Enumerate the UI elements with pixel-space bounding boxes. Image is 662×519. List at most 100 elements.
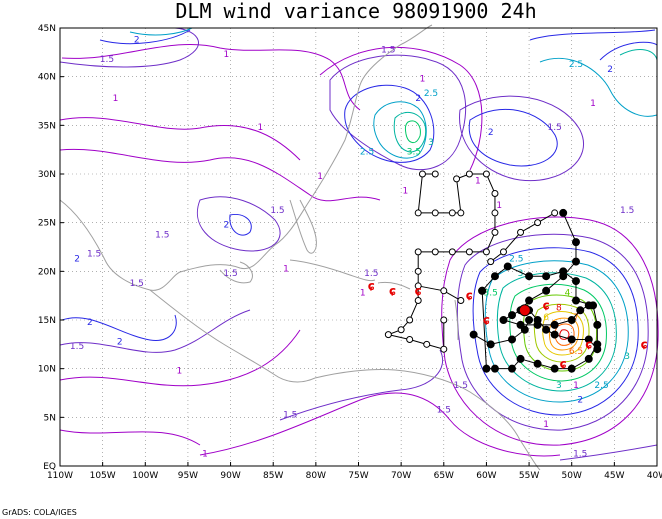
contour-line (99, 29, 191, 45)
contour-line (404, 120, 421, 143)
contour-line (129, 27, 193, 36)
contour-label: 2.5 (424, 89, 438, 99)
contour-label: 1.5 (573, 449, 587, 459)
contour-line (496, 272, 617, 392)
contour-label: 8 (556, 303, 562, 313)
track-point-open (491, 209, 499, 217)
contour-label: 2 (415, 94, 421, 104)
contour-line (373, 101, 427, 159)
contour-line (459, 95, 584, 182)
contour-line (319, 46, 483, 171)
contour-label: 2 (577, 396, 583, 406)
contour-line (279, 349, 443, 421)
contour-label: 1 (223, 50, 229, 60)
track-point-open (440, 345, 448, 353)
contour-label: 1.5 (454, 381, 468, 391)
forecast-tracks (384, 170, 602, 373)
contour-label: 3 (518, 269, 524, 279)
contour-label: 3.5 (407, 148, 421, 158)
contour-line (199, 392, 561, 457)
track-point-filled (533, 359, 542, 368)
track-point-open (431, 248, 439, 256)
contour-line (457, 233, 649, 431)
track-point-filled (508, 364, 517, 373)
tick-label-x: 85W (263, 471, 283, 481)
contour-label: 1.5 (87, 250, 101, 260)
track-point-filled (576, 306, 585, 315)
hurricane-symbol-icon: ɕ (641, 337, 648, 351)
contour-line (329, 54, 466, 171)
contour-line (484, 260, 629, 403)
track-point-filled (486, 340, 495, 349)
tick-label-x: 50W (562, 471, 582, 481)
hurricane-symbol-icon: ɕ (543, 298, 550, 312)
tick-label-x: 70W (391, 471, 411, 481)
contour-label: 3 (556, 381, 562, 391)
contour-line (529, 29, 656, 41)
track-point-open (499, 248, 507, 256)
contour-label: 1 (573, 381, 579, 391)
track-point-filled (508, 311, 517, 320)
hurricane-symbol-icon: ɕ (368, 279, 375, 293)
contour-label: 2.5 (594, 381, 608, 391)
contour-label: 1 (475, 177, 481, 187)
contour-label: 4 (565, 289, 571, 299)
contour-label: 1 (590, 99, 596, 109)
contour-label: 1 (403, 186, 409, 196)
track-point-open (465, 170, 473, 178)
track-point-filled (593, 320, 602, 329)
track-point-open (482, 248, 490, 256)
coastline-hispaniola (377, 282, 411, 290)
track-point-filled (525, 296, 534, 305)
track-point-filled (571, 296, 580, 305)
contour-label: 2.5 (569, 60, 583, 70)
contour-label: 1 (317, 172, 323, 182)
track-point-open (487, 258, 495, 266)
hurricane-symbol-icon: ɕ (389, 284, 396, 298)
coastline-north-america (59, 24, 433, 291)
track-point-open (491, 228, 499, 236)
track-point-open (406, 316, 414, 324)
hurricane-symbol-icon: ɕ (585, 337, 592, 351)
track-point-filled (516, 320, 525, 329)
track-point-filled (550, 330, 559, 339)
track-point-filled (559, 272, 568, 281)
tick-label-y: 30N (38, 170, 56, 180)
track-point-open (384, 331, 392, 339)
contour-label: 3 (624, 352, 630, 362)
tick-label-x: 90W (220, 471, 240, 481)
track-point-filled (469, 330, 478, 339)
coastline-florida (289, 199, 317, 254)
contour-label: 1.5 (70, 342, 84, 352)
contour-label: 1.5 (223, 269, 237, 279)
contour-label: 1 (420, 75, 426, 85)
tick-label-x: 110W (47, 471, 73, 481)
tick-label-x: 65W (434, 471, 454, 481)
tick-label-y: 25N (38, 219, 56, 229)
track-point-open (491, 189, 499, 197)
contour-label: 1 (202, 449, 208, 459)
track-point-filled (571, 238, 580, 247)
contour-label: 1 (258, 123, 264, 133)
contour-line (196, 196, 281, 252)
track-point-open (440, 316, 448, 324)
contour-line (344, 84, 435, 163)
track-point-open (431, 209, 439, 217)
contour-label: 7 (573, 313, 579, 323)
coastline-central-america (149, 289, 316, 383)
track-point-open (431, 170, 439, 178)
contour-line (59, 309, 251, 353)
tick-label-x: 40W (647, 471, 662, 481)
track-point-filled (533, 316, 542, 324)
contour-label: 1.5 (270, 206, 284, 216)
contour-label: 2.5 (360, 148, 374, 158)
track-point-open (448, 248, 456, 256)
contour-label: 1.5 (155, 230, 169, 240)
track-point-filled (550, 320, 559, 329)
tick-label-x: 105W (90, 471, 116, 481)
contour-line (59, 429, 201, 446)
track-point-open (465, 248, 473, 256)
track-point-open (453, 175, 461, 183)
track-point-open (448, 209, 456, 217)
